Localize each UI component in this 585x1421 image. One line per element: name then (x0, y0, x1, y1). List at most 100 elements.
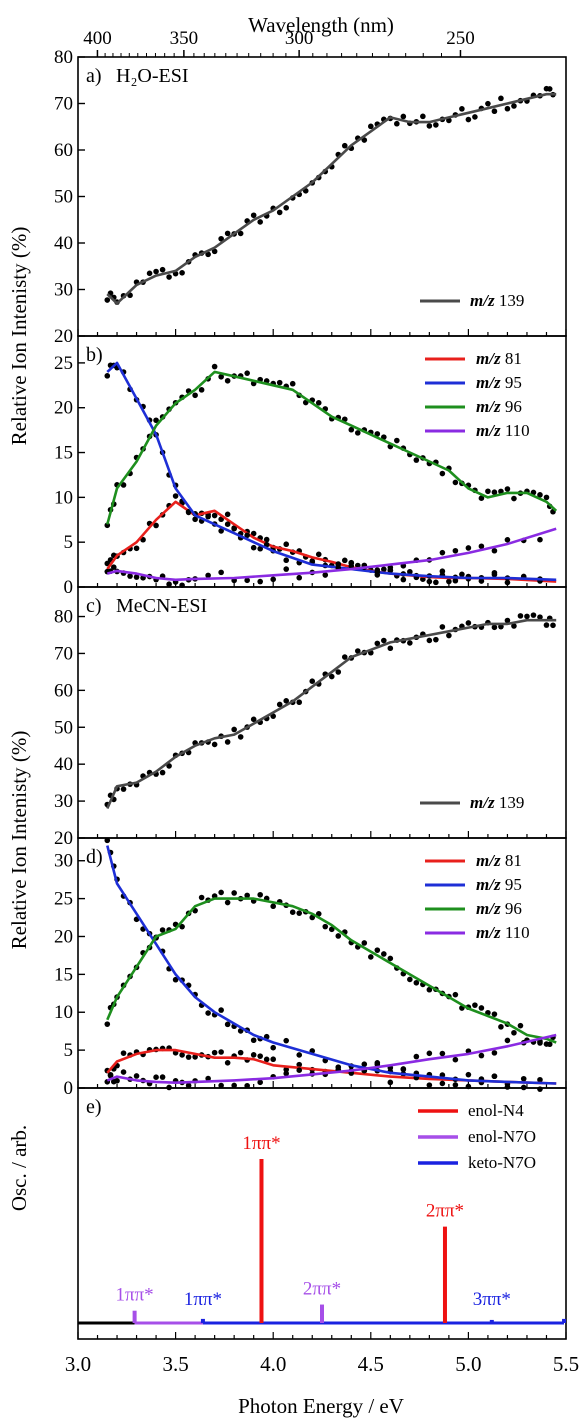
data-point (537, 536, 543, 543)
data-point (387, 645, 394, 652)
y-tick-label: 15 (54, 964, 73, 985)
data-point (205, 513, 211, 520)
data-point (543, 494, 550, 501)
data-point (387, 1079, 394, 1086)
y-tick-label: 30 (54, 791, 73, 812)
data-point (237, 734, 244, 740)
data-point (309, 678, 316, 684)
series-line (106, 845, 557, 1085)
data-point (224, 511, 231, 518)
legend-entry: m/z 95 (476, 875, 522, 894)
data-point (257, 578, 263, 585)
data-point (546, 1041, 553, 1048)
data-point (205, 1010, 211, 1016)
data-point (374, 431, 381, 437)
data-point (511, 495, 517, 502)
stick-label: 3ππ* (473, 1289, 511, 1310)
data-point (218, 1049, 224, 1055)
bottom-axis-label: Photon Energy / eV (238, 1394, 404, 1418)
data-point (491, 489, 498, 496)
data-point (491, 108, 498, 115)
data-point (166, 581, 172, 588)
data-point (107, 1072, 114, 1079)
legend: m/z 81 m/z 95 m/z 96 m/z 110 (425, 349, 530, 440)
data-point (465, 116, 472, 123)
data-point (211, 248, 218, 255)
data-point (511, 623, 517, 629)
series-line (106, 361, 557, 582)
data-point (104, 1021, 111, 1027)
x-tick-label: 3.0 (65, 1352, 91, 1376)
data-point (504, 537, 511, 543)
data-point (439, 624, 446, 630)
data-point (224, 739, 231, 745)
data-point (368, 123, 374, 130)
data-point (511, 103, 517, 109)
data-point (211, 363, 218, 370)
series-3 (104, 527, 557, 589)
figure-labels: Wavelength (nm) Photon Energy / eV Relat… (7, 13, 404, 1418)
data-point (296, 699, 303, 706)
y-tick-label: 60 (54, 140, 73, 161)
top-axis-label: Wavelength (nm) (248, 13, 394, 37)
data-point (153, 1074, 159, 1081)
data-point (478, 495, 485, 502)
series-line (106, 1048, 557, 1085)
data-point (120, 786, 127, 792)
y-tick-label: 5 (64, 1040, 74, 1061)
data-point (289, 380, 296, 387)
data-point (205, 251, 211, 258)
data-point (257, 1079, 263, 1086)
legend-entry: m/z 110 (476, 421, 530, 440)
data-point (231, 726, 237, 733)
data-point (504, 617, 511, 624)
data-point (426, 986, 433, 993)
y-axis-label-upper: Relative Ion Intenisty (%) (7, 227, 31, 446)
data-point (198, 894, 205, 901)
y-tick-label: 20 (54, 828, 73, 849)
data-point (198, 387, 205, 393)
data-point (224, 377, 231, 384)
data-point (491, 1050, 498, 1056)
data-point (433, 636, 439, 643)
data-point (237, 230, 244, 237)
data-point (205, 1075, 211, 1082)
data-point (491, 571, 498, 578)
data-point (159, 927, 166, 933)
data-point (192, 516, 198, 523)
y-tick-label: 80 (54, 47, 73, 68)
series-line (106, 527, 557, 582)
y-tick-label: 10 (54, 1002, 73, 1023)
data-point (231, 890, 237, 896)
data-point (192, 392, 198, 399)
data-point (394, 437, 400, 444)
data-point (104, 560, 111, 567)
data-point (537, 614, 543, 620)
series-line (106, 897, 557, 1044)
data-point (374, 640, 381, 647)
data-point (400, 1066, 407, 1073)
data-point (146, 270, 153, 277)
data-point (270, 1056, 277, 1063)
data-point (400, 113, 407, 120)
data-point (104, 837, 111, 844)
data-point (465, 545, 472, 551)
data-point (381, 951, 387, 957)
data-point (498, 95, 504, 102)
data-point (237, 1049, 244, 1056)
x-tick-label: 4.5 (358, 1352, 384, 1376)
data-point (263, 536, 270, 543)
data-point (211, 741, 218, 748)
data-point (257, 1053, 263, 1059)
data-point (407, 976, 413, 983)
data-point (120, 1069, 127, 1075)
legend-entry: m/z 139 (470, 291, 524, 310)
data-point (520, 1075, 527, 1082)
data-point (133, 574, 140, 580)
panel-label: a) (86, 65, 102, 87)
series-line (106, 92, 557, 305)
data-point (218, 373, 224, 380)
data-point (491, 624, 498, 631)
data-point (185, 1054, 192, 1060)
data-point (179, 923, 185, 930)
